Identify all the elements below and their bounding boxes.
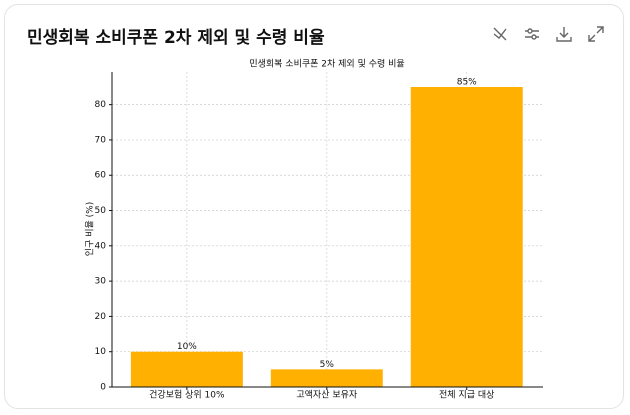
value-label: 10% (177, 342, 197, 352)
value-label: 5% (320, 360, 335, 370)
expand[interactable] (587, 25, 605, 43)
y-tick-label: 20 (95, 312, 107, 322)
chart-title: 민생회복 소비쿠폰 2차 제외 및 수령 비율 (249, 58, 404, 70)
interactive-toggle[interactable] (491, 25, 509, 43)
y-tick-label: 40 (95, 241, 107, 251)
y-axis-label: 인구 비율 (%) (85, 202, 96, 256)
download[interactable] (555, 25, 573, 43)
bar (270, 369, 383, 387)
value-label: 85% (457, 78, 477, 88)
y-tick-label: 10 (95, 347, 107, 357)
settings[interactable] (523, 25, 541, 43)
toolbar (491, 25, 605, 43)
y-tick-label: 80 (95, 100, 107, 110)
y-tick-label: 30 (95, 277, 107, 287)
y-tick-label: 70 (95, 135, 107, 145)
bar (130, 351, 243, 387)
bar (410, 87, 523, 387)
y-tick-label: 60 (95, 171, 107, 181)
y-tick-label: 0 (100, 383, 106, 393)
y-tick-label: 50 (95, 206, 107, 216)
x-tick-label: 전체 지급 대상 (439, 390, 494, 401)
x-tick-label: 고액자산 보유자 (296, 389, 358, 401)
x-tick-label: 건강보험 상위 10% (149, 390, 225, 401)
card-title: 민생회복 소비쿠폰 2차 제외 및 수령 비율 (27, 28, 325, 48)
